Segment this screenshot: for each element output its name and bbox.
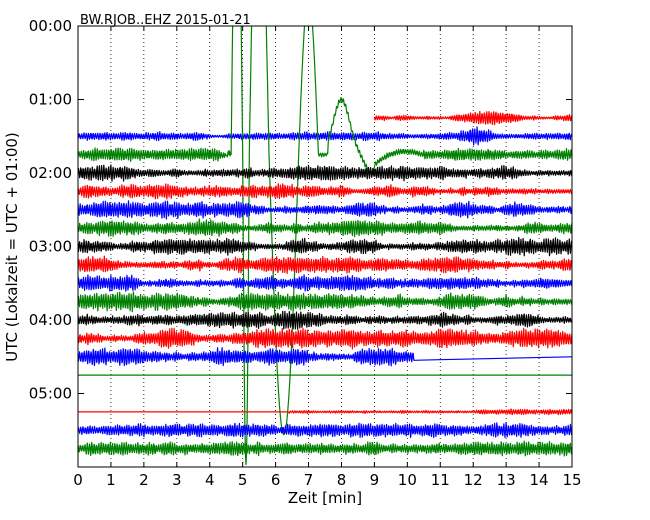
x-axis-label: Zeit [min]	[288, 489, 362, 507]
y-tick-label: 01:00	[29, 91, 72, 109]
y-tick-label: 05:00	[29, 385, 72, 403]
trace-line	[78, 126, 572, 146]
trace-line	[78, 440, 572, 457]
trace-line	[78, 218, 572, 238]
trace-line	[78, 327, 572, 350]
x-tick-label: 15	[562, 471, 581, 489]
x-tick-label: 0	[73, 471, 83, 489]
trace-line	[78, 421, 572, 439]
y-tick-label: 02:00	[29, 164, 72, 182]
x-tick-label: 6	[271, 471, 281, 489]
trace-line	[78, 255, 572, 275]
x-tick-label: 10	[398, 471, 417, 489]
trace-line	[78, 347, 572, 367]
x-tick-label: 2	[139, 471, 149, 489]
trace-line	[78, 408, 572, 416]
x-tick-label: 13	[497, 471, 516, 489]
trace-line	[78, 236, 572, 257]
x-tick-label: 5	[238, 471, 248, 489]
x-tick-label: 8	[337, 471, 347, 489]
trace-line	[78, 200, 572, 220]
trace-line	[78, 164, 572, 182]
y-axis-ticks: 00:00 01:00 02:00 03:00 04:00 05:00	[29, 17, 572, 403]
x-axis-ticks: 0 1 2 3 4 5 6 7 8 9 10 11 12 13 14 15	[73, 26, 582, 489]
y-axis-label: UTC (Lokalzeit = UTC + 01:00)	[3, 132, 21, 362]
chart-title: BW.RJOB..EHZ 2015-01-21	[80, 13, 251, 28]
trace-line	[78, 291, 572, 313]
x-tick-label: 9	[370, 471, 380, 489]
y-tick-label: 00:00	[29, 17, 72, 35]
trace-line	[78, 183, 572, 200]
y-tick-label: 04:00	[29, 311, 72, 329]
x-tick-label: 7	[304, 471, 314, 489]
trace-line	[78, 26, 572, 466]
x-tick-label: 11	[431, 471, 450, 489]
x-tick-label: 4	[205, 471, 215, 489]
x-tick-label: 3	[172, 471, 182, 489]
trace-group	[78, 26, 572, 466]
trace-line	[78, 274, 572, 292]
trace-line	[78, 310, 572, 330]
x-tick-label: 1	[106, 471, 116, 489]
y-tick-label: 03:00	[29, 238, 72, 256]
x-tick-label: 14	[530, 471, 549, 489]
x-tick-label: 12	[464, 471, 483, 489]
trace-line	[373, 110, 572, 126]
